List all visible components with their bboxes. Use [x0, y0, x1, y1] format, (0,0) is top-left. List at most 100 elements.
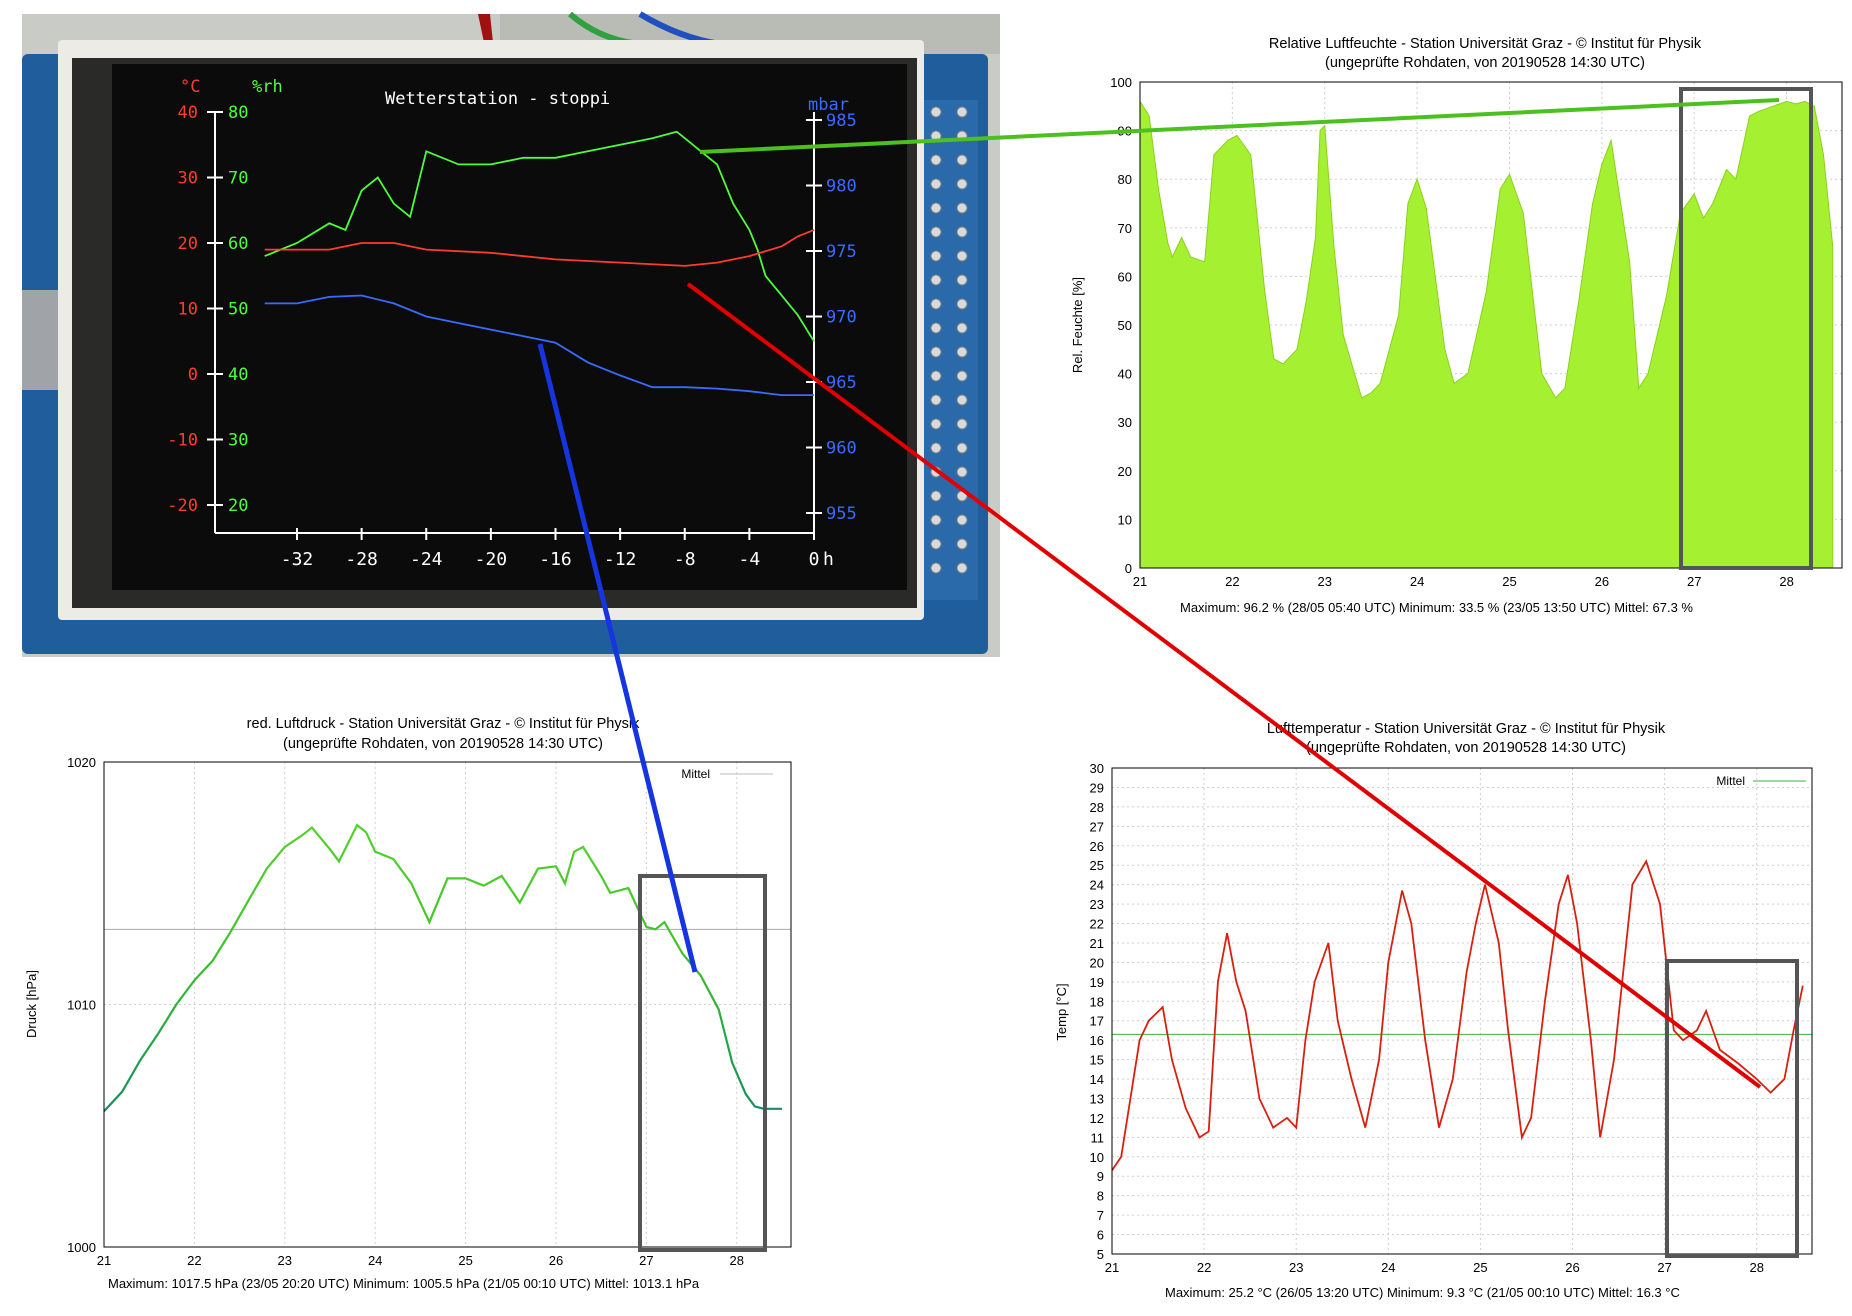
x-tick-label: 25: [458, 1253, 472, 1268]
x-tick-label: 22: [1225, 574, 1239, 589]
y-tick-label: 1000: [67, 1240, 96, 1255]
lcd-humidity-ticks: 80 70 60 50 40 30 20: [228, 103, 248, 516]
lcd-x-tick-label: -20: [475, 549, 508, 570]
humidity-chart: Relative Luftfeuchte - Station Universit…: [1070, 36, 1843, 615]
pin-header: [922, 100, 978, 600]
y-tick-label: 8: [1097, 1189, 1104, 1204]
temperature-title: Lufttemperatur - Station Universität Gra…: [1267, 721, 1666, 737]
humidity-y-label: Rel. Feuchte [%]: [1070, 277, 1085, 373]
header-pin: [956, 250, 968, 262]
pressure-subtitle: (ungeprüfte Rohdaten, von 20190528 14:30…: [283, 736, 603, 752]
header-pin: [930, 274, 942, 286]
lcd-humidity-unit: %rh: [252, 77, 283, 97]
x-tick-label: 26: [549, 1253, 563, 1268]
lcd-x-tick-label: -28: [345, 549, 378, 570]
temperature-y-label: Temp [°C]: [1054, 983, 1069, 1040]
lcd-pressure-unit: mbar: [808, 95, 849, 115]
y-tick-label: 1020: [67, 755, 96, 770]
lcd-temp-tick-label: -20: [167, 496, 198, 516]
y-tick-label: 70: [1118, 221, 1132, 236]
lcd-pressure-tick-label: 975: [826, 242, 857, 262]
humidity-y-ticks: 0102030405060708090100: [1110, 75, 1132, 576]
lcd-humidity-tick-label: 40: [228, 365, 248, 385]
x-tick-label: 24: [1410, 574, 1424, 589]
humidity-plot-frame: [1139, 81, 1843, 569]
y-tick-label: 0: [1125, 561, 1132, 576]
pressure-highlight-box: [638, 874, 767, 1252]
header-pin: [930, 226, 942, 238]
y-tick-label: 14: [1090, 1072, 1104, 1087]
x-tick-label: 23: [1289, 1260, 1303, 1275]
y-tick-label: 20: [1090, 955, 1104, 970]
lcd-series: [264, 130, 815, 396]
lcd-pressure-tick-label: 970: [826, 308, 857, 328]
y-tick-label: 13: [1090, 1091, 1104, 1106]
lcd-temp-tick-label: 0: [188, 365, 198, 385]
pressure-plot-frame: [103, 761, 792, 1248]
x-tick-label: 21: [1105, 1260, 1119, 1275]
lcd-display: [112, 64, 907, 590]
pressure-legend-label: Mittel: [681, 767, 710, 781]
y-tick-label: 80: [1118, 172, 1132, 187]
header-pin: [930, 514, 942, 526]
temperature-subtitle: (ungeprüfte Rohdaten, von 20190528 14:30…: [1306, 740, 1626, 756]
y-tick-label: 19: [1090, 975, 1104, 990]
header-pin: [956, 394, 968, 406]
header-pin: [956, 322, 968, 334]
lcd-temp-tick-label: 20: [178, 234, 198, 254]
y-tick-label: 22: [1090, 917, 1104, 932]
pressure-grid: [103, 762, 791, 1247]
temperature-footer: Maximum: 25.2 °C (26/05 13:20 UTC) Minim…: [1165, 1285, 1680, 1300]
y-tick-label: 30: [1090, 761, 1104, 776]
header-pin: [956, 538, 968, 550]
lcd-title: Wetterstation - stoppi: [385, 89, 610, 109]
header-pin: [956, 514, 968, 526]
y-tick-label: 5: [1097, 1247, 1104, 1262]
y-tick-label: 60: [1118, 269, 1132, 284]
lcd-series-pressure: [264, 294, 814, 396]
header-pin: [930, 562, 942, 574]
y-tick-label: 40: [1118, 367, 1132, 382]
lcd-x-tick-label: -8: [674, 549, 696, 570]
pressure-y-ticks: 1000 1010 1020: [67, 755, 96, 1255]
lcd-x-tick-label: -4: [739, 549, 761, 570]
lcd-x-tick-label: -16: [539, 549, 572, 570]
temperature-highlight-box: [1665, 959, 1799, 1258]
y-tick-label: 100: [1110, 75, 1132, 90]
header-pin: [956, 298, 968, 310]
header-pin: [930, 346, 942, 358]
temperature-chart: Lufttemperatur - Station Universität Gra…: [1054, 721, 1813, 1300]
x-tick-label: 26: [1595, 574, 1609, 589]
header-pin: [930, 442, 942, 454]
lcd-x-tick-label: 0: [809, 549, 820, 570]
y-tick-label: 30: [1118, 415, 1132, 430]
lcd-humidity-tick-label: 80: [228, 103, 248, 123]
x-tick-label: 28: [1779, 574, 1793, 589]
x-tick-label: 28: [730, 1253, 744, 1268]
lcd-x-tick-label: -12: [604, 549, 637, 570]
header-pin: [956, 154, 968, 166]
header-pin: [956, 418, 968, 430]
header-pin: [956, 562, 968, 574]
humidity-title: Relative Luftfeuchte - Station Universit…: [1269, 36, 1702, 52]
x-tick-label: 27: [1657, 1260, 1671, 1275]
y-tick-label: 6: [1097, 1228, 1104, 1243]
y-tick-label: 15: [1090, 1053, 1104, 1068]
lcd-humidity-tick-label: 70: [228, 169, 248, 189]
lcd-x-tick-label: -32: [281, 549, 314, 570]
header-pin: [930, 250, 942, 262]
usb-connector: [22, 290, 62, 390]
y-tick-label: 10: [1118, 512, 1132, 527]
y-tick-label: 29: [1090, 780, 1104, 795]
temperature-connector: [686, 282, 1762, 1089]
y-tick-label: 18: [1090, 994, 1104, 1009]
y-tick-label: 1010: [67, 998, 96, 1013]
header-pin: [956, 202, 968, 214]
pressure-x-ticks: 21 22 23 24 25 26 27 28: [97, 1253, 744, 1268]
x-tick-label: 26: [1565, 1260, 1579, 1275]
y-tick-label: 7: [1097, 1208, 1104, 1223]
header-pin: [956, 274, 968, 286]
pressure-y-label: Druck [hPa]: [24, 970, 39, 1038]
header-pin: [930, 178, 942, 190]
lcd-pressure-tick-label: 965: [826, 373, 857, 393]
